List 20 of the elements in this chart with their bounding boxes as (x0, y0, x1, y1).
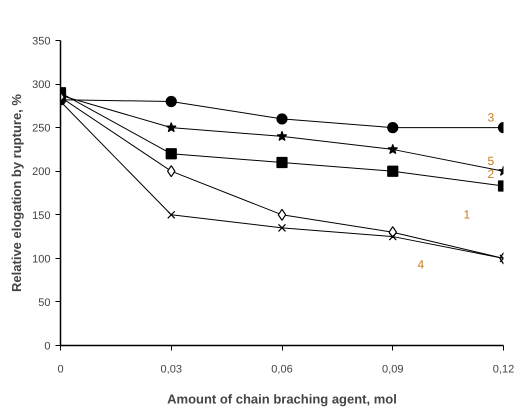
y-tick-label: 200 (32, 166, 51, 178)
x-tick-label: 0 (57, 364, 64, 376)
y-tick-label: 100 (32, 253, 51, 266)
y-axis-title: Relative elogation by rupture, % (9, 94, 24, 292)
y-tick-label: 0 (44, 340, 51, 352)
y-tick-label: 250 (32, 122, 51, 135)
x-axis-title: Amount of chain braching agent, mol (167, 392, 397, 406)
x-tick-label: 0,06 (271, 364, 293, 376)
x-tick-label: 0,09 (382, 364, 404, 376)
series-label: 2 (488, 167, 494, 182)
series-label: 3 (488, 110, 494, 125)
series-label: 4 (418, 257, 424, 272)
y-tick-label: 150 (32, 210, 51, 222)
series-label: 5 (488, 154, 494, 168)
y-tick-label: 350 (32, 36, 51, 48)
x-tick-label: 0,03 (160, 364, 182, 376)
y-tick-label: 50 (38, 296, 51, 309)
text: 1 (464, 207, 470, 222)
x-tick-label: 0,12 (492, 364, 514, 376)
y-tick-label: 300 (32, 79, 51, 92)
